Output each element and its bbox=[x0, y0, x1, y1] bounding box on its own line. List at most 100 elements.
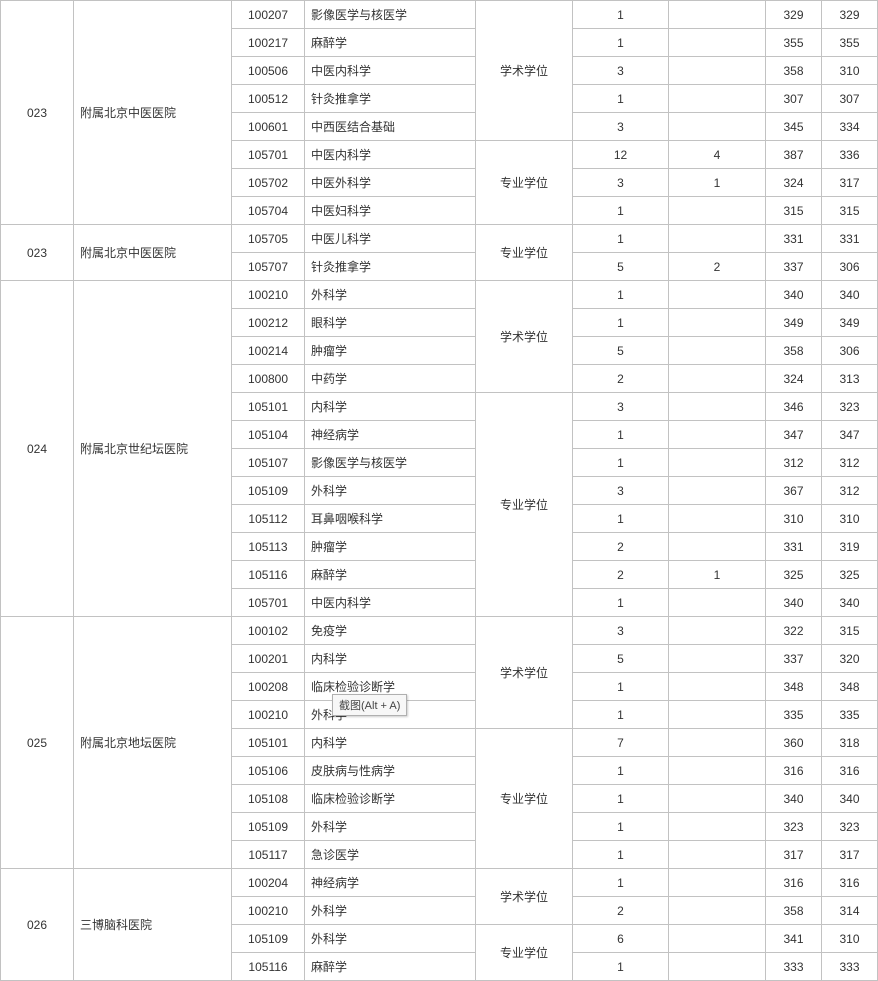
score-low: 312 bbox=[822, 477, 878, 505]
table-row: 024附属北京世纪坛医院100210外科学学术学位1340340 bbox=[1, 281, 878, 309]
count-2 bbox=[669, 1, 766, 29]
degree-type: 专业学位 bbox=[476, 925, 573, 981]
count-2 bbox=[669, 897, 766, 925]
major-code: 105101 bbox=[232, 729, 305, 757]
score-high: 358 bbox=[766, 337, 822, 365]
count-2 bbox=[669, 225, 766, 253]
major-code: 105705 bbox=[232, 225, 305, 253]
major-code: 100601 bbox=[232, 113, 305, 141]
major-code: 100204 bbox=[232, 869, 305, 897]
score-high: 341 bbox=[766, 925, 822, 953]
inst-code: 026 bbox=[1, 869, 74, 981]
count-2 bbox=[669, 113, 766, 141]
score-high: 349 bbox=[766, 309, 822, 337]
score-high: 337 bbox=[766, 645, 822, 673]
score-low: 349 bbox=[822, 309, 878, 337]
count-1: 3 bbox=[573, 113, 669, 141]
count-2 bbox=[669, 337, 766, 365]
count-1: 3 bbox=[573, 617, 669, 645]
table-row: 026三博脑科医院100204神经病学学术学位1316316 bbox=[1, 869, 878, 897]
major-code: 100217 bbox=[232, 29, 305, 57]
score-high: 345 bbox=[766, 113, 822, 141]
count-2 bbox=[669, 589, 766, 617]
score-high: 333 bbox=[766, 953, 822, 981]
major-code: 100210 bbox=[232, 701, 305, 729]
count-2 bbox=[669, 309, 766, 337]
score-low: 347 bbox=[822, 421, 878, 449]
score-high: 340 bbox=[766, 589, 822, 617]
major-code: 100210 bbox=[232, 281, 305, 309]
score-low: 340 bbox=[822, 785, 878, 813]
score-low: 307 bbox=[822, 85, 878, 113]
count-1: 1 bbox=[573, 281, 669, 309]
count-1: 1 bbox=[573, 197, 669, 225]
count-1: 1 bbox=[573, 449, 669, 477]
count-2 bbox=[669, 841, 766, 869]
count-2 bbox=[669, 57, 766, 85]
score-low: 323 bbox=[822, 393, 878, 421]
count-1: 1 bbox=[573, 225, 669, 253]
major-code: 105701 bbox=[232, 589, 305, 617]
score-high: 325 bbox=[766, 561, 822, 589]
score-low: 329 bbox=[822, 1, 878, 29]
score-low: 316 bbox=[822, 757, 878, 785]
count-2 bbox=[669, 925, 766, 953]
major-name: 针灸推拿学 bbox=[305, 253, 476, 281]
degree-type: 专业学位 bbox=[476, 225, 573, 281]
degree-type: 学术学位 bbox=[476, 1, 573, 141]
score-low: 316 bbox=[822, 869, 878, 897]
major-code: 100210 bbox=[232, 897, 305, 925]
count-1: 5 bbox=[573, 253, 669, 281]
count-2 bbox=[669, 813, 766, 841]
degree-type: 学术学位 bbox=[476, 869, 573, 925]
count-2 bbox=[669, 421, 766, 449]
major-code: 105704 bbox=[232, 197, 305, 225]
major-name: 外科学 bbox=[305, 925, 476, 953]
count-2: 1 bbox=[669, 561, 766, 589]
inst-code: 023 bbox=[1, 1, 74, 225]
score-low: 317 bbox=[822, 169, 878, 197]
count-1: 7 bbox=[573, 729, 669, 757]
major-code: 105116 bbox=[232, 561, 305, 589]
degree-type: 专业学位 bbox=[476, 141, 573, 225]
score-high: 358 bbox=[766, 57, 822, 85]
major-name: 肿瘤学 bbox=[305, 533, 476, 561]
inst-name: 附属北京中医医院 bbox=[74, 1, 232, 225]
score-low: 312 bbox=[822, 449, 878, 477]
major-code: 100212 bbox=[232, 309, 305, 337]
score-high: 358 bbox=[766, 897, 822, 925]
major-name: 临床检验诊断学 bbox=[305, 785, 476, 813]
major-name: 急诊医学 bbox=[305, 841, 476, 869]
major-code: 100512 bbox=[232, 85, 305, 113]
score-high: 316 bbox=[766, 757, 822, 785]
major-code: 105701 bbox=[232, 141, 305, 169]
score-low: 310 bbox=[822, 57, 878, 85]
major-code: 100800 bbox=[232, 365, 305, 393]
count-1: 1 bbox=[573, 309, 669, 337]
score-high: 360 bbox=[766, 729, 822, 757]
major-code: 105101 bbox=[232, 393, 305, 421]
score-high: 337 bbox=[766, 253, 822, 281]
major-name: 中西医结合基础 bbox=[305, 113, 476, 141]
count-1: 1 bbox=[573, 589, 669, 617]
score-low: 315 bbox=[822, 617, 878, 645]
score-high: 307 bbox=[766, 85, 822, 113]
score-low: 306 bbox=[822, 253, 878, 281]
count-1: 3 bbox=[573, 169, 669, 197]
major-code: 105108 bbox=[232, 785, 305, 813]
score-high: 315 bbox=[766, 197, 822, 225]
major-code: 105109 bbox=[232, 813, 305, 841]
score-low: 320 bbox=[822, 645, 878, 673]
major-name: 中医内科学 bbox=[305, 589, 476, 617]
score-low: 335 bbox=[822, 701, 878, 729]
count-2: 4 bbox=[669, 141, 766, 169]
inst-name: 附属北京中医医院 bbox=[74, 225, 232, 281]
count-2 bbox=[669, 197, 766, 225]
major-name: 中医外科学 bbox=[305, 169, 476, 197]
count-1: 3 bbox=[573, 477, 669, 505]
major-code: 105117 bbox=[232, 841, 305, 869]
major-name: 外科学 bbox=[305, 897, 476, 925]
count-2 bbox=[669, 729, 766, 757]
score-high: 346 bbox=[766, 393, 822, 421]
score-low: 319 bbox=[822, 533, 878, 561]
